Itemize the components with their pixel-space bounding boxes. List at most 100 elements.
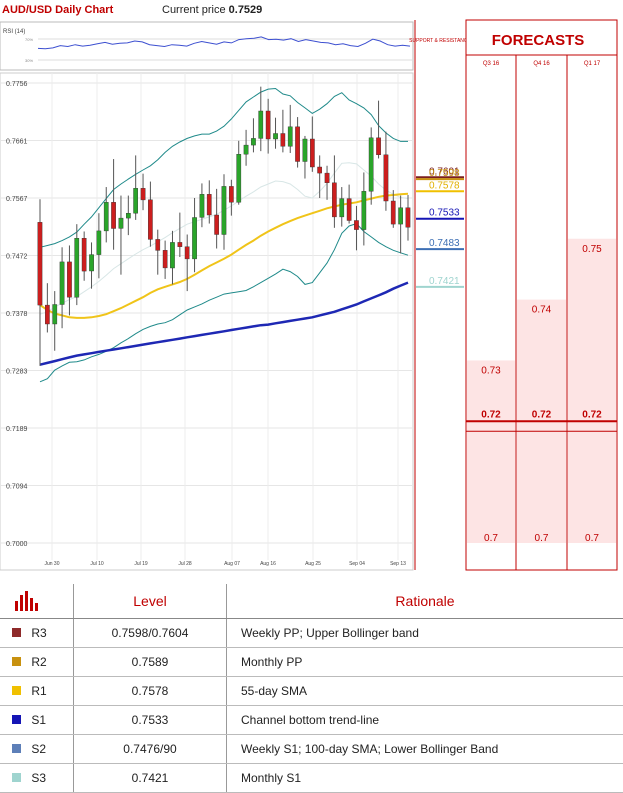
x-tick-label: Jun 30 <box>44 561 59 567</box>
x-tick-label: Aug 16 <box>260 561 276 567</box>
candle-body <box>170 242 174 268</box>
rsi-label: RSI (14) <box>3 29 25 35</box>
forecast-middle-label: 0.72 <box>532 409 552 420</box>
level-swatch <box>0 648 29 677</box>
candle-body <box>163 250 167 268</box>
candle-body <box>200 194 204 217</box>
candle-body <box>104 202 108 231</box>
sr-panel-label: SUPPORT & RESISTANCE <box>409 38 471 44</box>
candle-body <box>406 208 410 228</box>
level-name: R3 <box>29 619 73 648</box>
level-name: S1 <box>29 706 73 735</box>
candle-body <box>229 186 233 202</box>
forecasts-title: FORECASTS <box>492 32 585 49</box>
header-rationale: Rationale <box>227 584 623 619</box>
level-name: S2 <box>29 735 73 764</box>
forecast-column-header: Q4 16 <box>533 61 550 67</box>
candle-body <box>141 188 145 200</box>
candle-body <box>156 239 160 250</box>
candle-body <box>281 134 285 147</box>
candle-body <box>340 199 344 217</box>
candle-body <box>332 183 336 217</box>
candle-body <box>303 139 307 162</box>
x-tick-label: Aug 07 <box>224 561 240 567</box>
y-tick-label: 0.7189 <box>6 426 28 433</box>
y-tick-label: 0.7283 <box>6 369 28 376</box>
sr-level-label: 0.7421 <box>429 276 460 287</box>
forecast-column-header: Q1 17 <box>584 61 601 67</box>
y-tick-label: 0.7567 <box>6 196 28 203</box>
levels-table-header: Level Rationale <box>0 584 623 619</box>
candle-body <box>362 191 366 229</box>
candle-body <box>369 138 373 192</box>
candle-body <box>391 201 395 224</box>
forecast-column-header: Q3 16 <box>483 61 500 67</box>
x-tick-label: Jul 19 <box>134 561 148 567</box>
forecast-upper-label: 0.74 <box>532 305 552 316</box>
level-name: S3 <box>29 764 73 793</box>
forecast-lower-label: 0.7 <box>535 533 549 544</box>
level-swatch <box>0 619 29 648</box>
level-rationale: 55-day SMA <box>227 677 623 706</box>
candle-body <box>288 127 292 147</box>
candle-body <box>347 199 351 221</box>
level-swatch <box>0 764 29 793</box>
y-tick-label: 0.7000 <box>6 541 28 548</box>
candle-body <box>318 167 322 173</box>
forecast-lower-label: 0.7 <box>585 533 599 544</box>
level-color-swatch <box>12 715 21 724</box>
sr-level-label: 0.7533 <box>429 208 460 219</box>
candle-body <box>89 255 93 271</box>
candle-body <box>259 111 263 138</box>
y-tick-label: 0.7472 <box>6 254 28 261</box>
forecast-lower-label: 0.7 <box>484 533 498 544</box>
candle-body <box>126 213 130 218</box>
level-value: 0.7533 <box>74 706 227 735</box>
candle-body <box>178 242 182 246</box>
header-level: Level <box>74 584 227 619</box>
x-tick-label: Jul 10 <box>90 561 104 567</box>
sr-level-label: 0.7483 <box>429 238 460 249</box>
y-tick-label: 0.7661 <box>6 139 28 146</box>
candle-body <box>134 188 138 213</box>
candle-body <box>97 231 101 255</box>
candle-body <box>38 222 42 305</box>
candle-body <box>53 305 57 325</box>
candle-body <box>67 262 71 297</box>
candle-body <box>266 111 270 139</box>
y-tick-label: 0.7756 <box>6 81 28 88</box>
candle-body <box>244 145 248 154</box>
candle-body <box>60 262 64 305</box>
level-swatch <box>0 735 29 764</box>
level-name: R1 <box>29 677 73 706</box>
candle-body <box>384 155 388 201</box>
forecast-range <box>467 360 515 543</box>
level-swatch <box>0 706 29 735</box>
y-tick-label: 0.7378 <box>6 311 28 318</box>
level-color-swatch <box>12 744 21 753</box>
candle-body <box>273 134 277 140</box>
candle-body <box>251 138 255 145</box>
rsi-tick-30: 30% <box>25 58 33 63</box>
level-value: 0.7578 <box>74 677 227 706</box>
rsi-tick-70: 70% <box>25 37 33 42</box>
level-rationale: Weekly S1; 100-day SMA; Lower Bollinger … <box>227 735 623 764</box>
x-tick-label: Aug 25 <box>305 561 321 567</box>
level-rationale: Weekly PP; Upper Bollinger band <box>227 619 623 648</box>
level-swatch <box>0 677 29 706</box>
candle-body <box>192 218 196 259</box>
forecast-middle-label: 0.72 <box>481 409 501 420</box>
forecast-middle-label: 0.72 <box>582 409 602 420</box>
x-tick-label: Sep 04 <box>349 561 365 567</box>
candle-body <box>82 238 86 271</box>
candle-body <box>376 138 380 155</box>
candle-body <box>399 208 403 224</box>
level-color-swatch <box>12 628 21 637</box>
candle-body <box>111 202 115 228</box>
